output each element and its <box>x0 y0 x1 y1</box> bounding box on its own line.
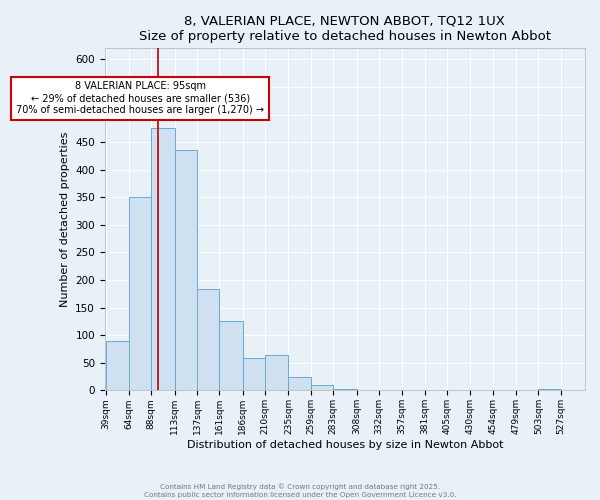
Text: Contains HM Land Registry data © Crown copyright and database right 2025.
Contai: Contains HM Land Registry data © Crown c… <box>144 484 456 498</box>
Bar <box>265 354 289 390</box>
Y-axis label: Number of detached properties: Number of detached properties <box>59 132 70 307</box>
Bar <box>243 358 265 390</box>
Bar <box>129 198 151 390</box>
Bar <box>289 376 311 390</box>
Bar <box>311 385 333 390</box>
Bar <box>106 341 129 390</box>
Bar <box>197 290 220 390</box>
X-axis label: Distribution of detached houses by size in Newton Abbot: Distribution of detached houses by size … <box>187 440 503 450</box>
Bar <box>175 150 197 390</box>
Text: 8 VALERIAN PLACE: 95sqm
← 29% of detached houses are smaller (536)
70% of semi-d: 8 VALERIAN PLACE: 95sqm ← 29% of detache… <box>16 82 264 114</box>
Bar <box>220 322 243 390</box>
Title: 8, VALERIAN PLACE, NEWTON ABBOT, TQ12 1UX
Size of property relative to detached : 8, VALERIAN PLACE, NEWTON ABBOT, TQ12 1U… <box>139 15 551 43</box>
Bar <box>151 128 175 390</box>
